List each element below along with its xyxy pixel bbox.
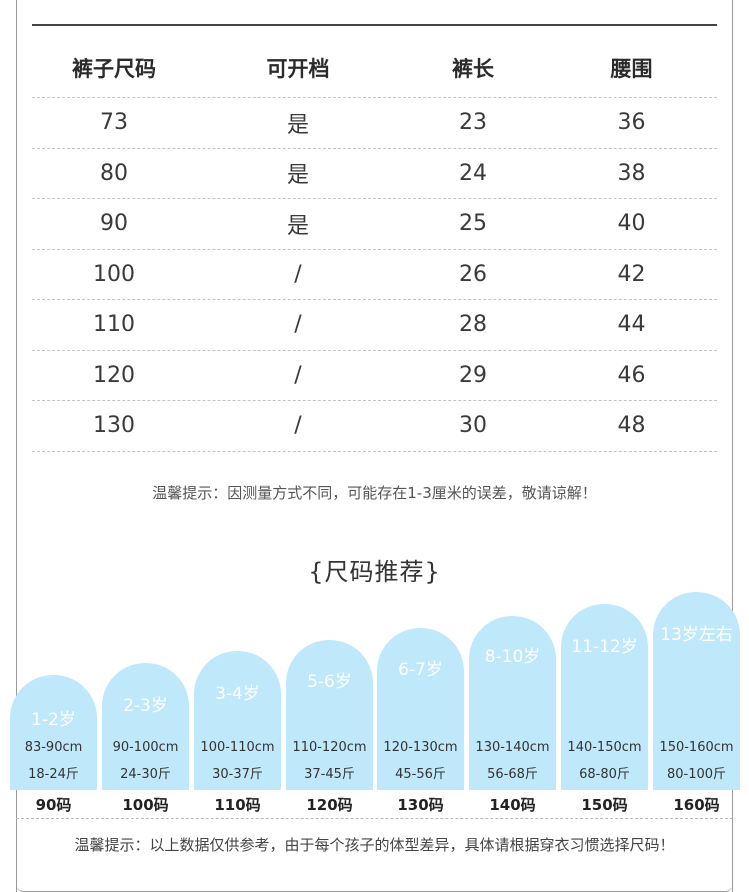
card-age: 8-10岁 — [484, 647, 541, 667]
cell-size: 90 — [100, 211, 128, 237]
card-height: 110-120cm — [292, 740, 367, 755]
table-row: 73 是 23 36 — [32, 98, 717, 149]
cell-size: 73 — [100, 110, 128, 136]
cell-size: 120 — [93, 362, 135, 388]
card-size: 120码 — [306, 796, 353, 814]
cell-open-crotch: 是 — [286, 163, 309, 189]
table-header-row: 裤子尺码 可开档 裤长 腰围 — [32, 38, 717, 98]
cell-open-crotch: 是 — [286, 112, 309, 138]
cell-open-crotch: / — [294, 362, 302, 388]
recommend-cards: 1-2岁 2-3岁 3-4岁 5-6岁 6-7岁 8-10岁 11-12岁 13… — [10, 592, 740, 790]
card-height: 90-100cm — [112, 740, 179, 755]
card-age: 6-7岁 — [398, 660, 443, 680]
card-weight: 45-56斤 — [395, 767, 446, 782]
cell-length: 26 — [459, 261, 487, 287]
card-age: 2-3岁 — [123, 696, 168, 716]
card-height: 150-160cm — [659, 740, 734, 755]
table-row: 110 / 28 44 — [32, 300, 717, 351]
card-weight: 24-30斤 — [120, 767, 171, 782]
card-age: 5-6岁 — [307, 672, 352, 692]
recommend-card: 8-10岁 — [469, 616, 556, 790]
top-divider — [32, 24, 717, 26]
cell-open-crotch: / — [294, 261, 302, 287]
header-pants-size: 裤子尺码 — [72, 56, 156, 81]
card-height: 140-150cm — [567, 740, 642, 755]
recommend-sizes: 90码 100码 110码 120码 130码 140码 150码 160码 — [0, 794, 749, 816]
card-height: 83-90cm — [24, 740, 83, 755]
recommend-card: 13岁左右 — [653, 592, 740, 790]
card-age: 3-4岁 — [215, 684, 260, 704]
size-table: 裤子尺码 可开档 裤长 腰围 73 是 23 36 80 是 24 38 90 … — [32, 38, 717, 452]
card-height: 130-140cm — [475, 740, 550, 755]
cell-waist: 44 — [617, 312, 646, 338]
recommend-card: 6-7岁 — [377, 628, 464, 790]
card-age: 13岁左右 — [660, 625, 733, 645]
card-weight: 80-100斤 — [666, 767, 727, 782]
cell-size: 130 — [93, 413, 135, 439]
cell-length: 25 — [459, 211, 487, 237]
card-age: 1-2岁 — [31, 710, 76, 730]
table-row: 90 是 25 40 — [32, 199, 717, 250]
card-height: 120-130cm — [383, 740, 458, 755]
cell-open-crotch: / — [294, 312, 302, 338]
card-size: 110码 — [214, 796, 261, 814]
cell-length: 29 — [459, 362, 487, 388]
table-row: 130 / 30 48 — [32, 401, 717, 452]
measurement-note: 温馨提示：因测量方式不同，可能存在1-3厘米的误差，敬请谅解！ — [152, 484, 597, 502]
card-weight: 56-68斤 — [487, 767, 538, 782]
card-weight: 68-80斤 — [579, 767, 630, 782]
card-weight: 30-37斤 — [212, 767, 263, 782]
card-height: 100-110cm — [200, 740, 275, 755]
card-age: 11-12岁 — [571, 637, 638, 657]
cell-length: 24 — [459, 160, 487, 186]
cell-open-crotch: 是 — [286, 213, 309, 239]
cell-size: 80 — [100, 160, 128, 186]
page-bottom-edge — [16, 884, 733, 892]
table-row: 100 / 26 42 — [32, 250, 717, 300]
header-pants-length: 裤长 — [452, 56, 494, 81]
cell-length: 30 — [459, 413, 487, 439]
card-size: 130码 — [397, 796, 444, 814]
recommend-card: 5-6岁 — [286, 640, 373, 790]
cell-length: 23 — [459, 110, 487, 136]
card-weight: 18-24斤 — [28, 767, 79, 782]
header-waist: 腰围 — [610, 56, 653, 81]
recommend-card: 11-12岁 — [561, 604, 648, 790]
bottom-divider — [16, 818, 733, 820]
cell-size: 100 — [93, 261, 135, 287]
cell-waist: 48 — [617, 413, 646, 439]
card-weight: 37-45斤 — [304, 767, 355, 782]
cell-waist: 46 — [617, 362, 646, 388]
header-open-crotch: 可开档 — [266, 56, 330, 81]
card-size: 160码 — [673, 796, 720, 814]
card-size: 90码 — [35, 796, 72, 814]
page-frame — [16, 0, 733, 892]
table-row: 120 / 29 46 — [32, 351, 717, 401]
recommend-card: 1-2岁 — [10, 675, 97, 790]
cell-size: 110 — [93, 312, 135, 338]
cell-waist: 36 — [617, 110, 646, 136]
card-size: 100码 — [122, 796, 169, 814]
cell-open-crotch: / — [294, 413, 302, 439]
recommend-card: 2-3岁 — [102, 663, 189, 790]
reference-note: 温馨提示：以上数据仅供参考，由于每个孩子的体型差异，具体请根据穿衣习惯选择尺码！ — [74, 836, 675, 854]
cell-length: 28 — [459, 312, 487, 338]
cell-waist: 40 — [617, 211, 646, 237]
cell-waist: 38 — [617, 160, 646, 186]
table-row: 80 是 24 38 — [32, 149, 717, 199]
cell-waist: 42 — [617, 261, 646, 287]
recommend-card: 3-4岁 — [194, 651, 281, 790]
card-size: 140码 — [489, 796, 536, 814]
recommend-title: {尺码推荐} — [308, 558, 441, 586]
card-size: 150码 — [581, 796, 628, 814]
